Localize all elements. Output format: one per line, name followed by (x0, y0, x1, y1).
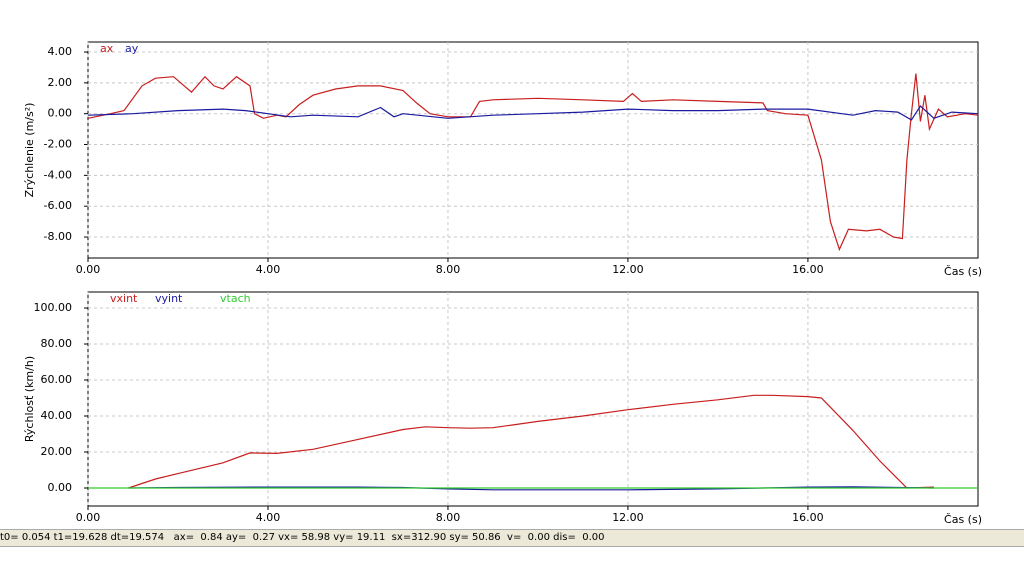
x-axis-label: Čas (s) (944, 513, 982, 526)
y-tick-label: 80.00 (41, 337, 73, 350)
x-tick-label: 16.00 (792, 263, 824, 276)
x-tick-label: 8.00 (436, 511, 461, 524)
x-tick-label: 12.00 (612, 263, 644, 276)
y-axis-label: Rýchlosť (km/h) (23, 356, 36, 442)
y-tick-label: -2.00 (44, 138, 72, 151)
x-tick-label: 12.00 (612, 511, 644, 524)
legend-entry: ay (125, 42, 139, 55)
x-tick-label: 8.00 (436, 263, 461, 276)
legend-entry: vyint (155, 292, 183, 305)
y-tick-label: 4.00 (48, 45, 73, 58)
series-line (87, 73, 979, 252)
y-tick-label: 60.00 (41, 373, 73, 386)
status-bar: t0= 0.054 t1=19.628 dt=19.574 ax= 0.84 a… (0, 529, 1024, 547)
legend-entry: ax (100, 42, 114, 55)
x-tick-label: 4.00 (256, 511, 281, 524)
y-tick-label: 0.00 (48, 107, 73, 120)
y-tick-label: 20.00 (41, 445, 73, 458)
charts: 4.00 2.00 0.00 -2.00 -4.00 -6.00 -8.00 0.00 4.00… (23, 41, 982, 526)
y-tick-label: 40.00 (41, 409, 73, 422)
plot-area (87, 291, 979, 507)
series-line (87, 105, 979, 121)
x-tick-label: 4.00 (256, 263, 281, 276)
series-line (128, 394, 934, 489)
y-tick-label: 2.00 (48, 76, 73, 89)
x-tick-label: 16.00 (792, 511, 824, 524)
legend-entry: vtach (220, 292, 251, 305)
x-axis-label: Čas (s) (944, 265, 982, 278)
y-axis-label: Zrýchlenie (m/s²) (23, 103, 36, 198)
y-tick-label: -4.00 (44, 168, 72, 181)
y-tick-label: 0.00 (48, 481, 73, 494)
y-tick-label: -8.00 (44, 230, 72, 243)
series-line (128, 486, 934, 491)
x-tick-label: 0.00 (76, 511, 101, 524)
x-tick-label: 0.00 (76, 263, 101, 276)
y-tick-label: 100.00 (34, 301, 73, 314)
y-tick-label: -6.00 (44, 199, 72, 212)
plot-area (87, 41, 979, 259)
legend-entry: vxint (110, 292, 138, 305)
